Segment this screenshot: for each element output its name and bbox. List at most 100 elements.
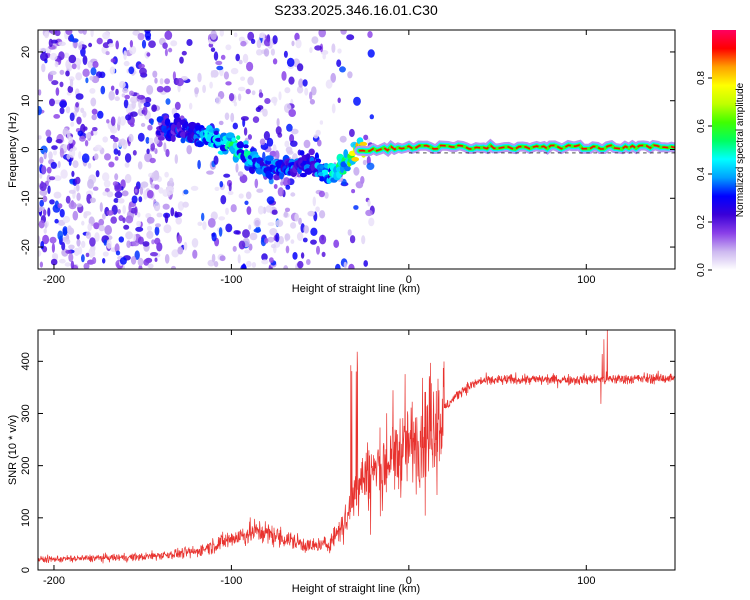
spectrogram-cell [59, 107, 65, 115]
spectrogram-cell [100, 85, 106, 95]
spectrogram-cell [118, 236, 125, 243]
spectrogram-cell [233, 101, 238, 107]
spectrogram-cell [146, 189, 154, 199]
spectrogram-cell [171, 249, 179, 258]
spectrogram-cell [110, 126, 118, 134]
signal-cell [351, 157, 360, 162]
spectrogram-cell [38, 135, 42, 140]
spectrogram-cell [138, 264, 143, 269]
spectrogram-cell [47, 207, 51, 217]
spectrogram-cell [81, 153, 90, 163]
spectrogram-cell [61, 242, 66, 251]
spectrogram-cell [102, 251, 109, 257]
spectrogram-cell [146, 230, 154, 239]
spectrogram-cell [123, 224, 130, 230]
spectrogram-cell [235, 53, 240, 62]
spectrogram-cell [63, 52, 70, 59]
spectrogram-cell [169, 177, 174, 184]
spectrogram-cell [257, 205, 264, 215]
spectrogram-cell [319, 234, 327, 245]
spectrogram-cell [158, 187, 164, 194]
spectrogram-cell [284, 87, 291, 94]
spectrogram-cell [75, 102, 79, 108]
spectrogram-cell [82, 68, 90, 78]
spectrogram-cell [211, 232, 217, 242]
spectrogram-cell [137, 132, 145, 142]
spectrogram-cell [143, 189, 148, 200]
spectrogram-cell [353, 205, 359, 210]
spectrogram-cell [65, 70, 70, 77]
spectrogram-cell [298, 217, 302, 225]
spectrogram-cell [182, 201, 189, 208]
spectrogram-cell [233, 230, 240, 235]
spectrogram-cell [119, 80, 126, 89]
spectrogram-cell [72, 210, 79, 221]
spectrogram-cell [140, 181, 149, 188]
spectrogram-cell [125, 231, 133, 240]
spectrogram-cell [369, 114, 374, 120]
spectrogram-cell [284, 233, 291, 241]
signal-cell [195, 141, 205, 148]
spectrogram-cell [302, 237, 308, 243]
spectrogram-cell [202, 221, 207, 231]
signal-cell [259, 159, 264, 166]
spectrogram-cell [47, 185, 51, 194]
spectrogram-cell [213, 155, 219, 165]
snr-x-tick-label: -100 [220, 575, 242, 587]
spectrogram-cell [210, 47, 216, 52]
spectrogram-cell [290, 140, 298, 147]
spectrogram-cell [263, 38, 272, 47]
colorbar-tick-label: 0.8 [696, 71, 707, 85]
spectrogram-cell [228, 182, 232, 192]
spectrogram-cells [38, 30, 375, 269]
spectrogram-cell [319, 120, 324, 125]
spectrogram-cell [89, 197, 96, 203]
spectrogram-cell [92, 257, 97, 264]
spectrogram-cell [164, 78, 171, 85]
spectrogram-cell [91, 108, 98, 115]
spectrogram-cell [125, 114, 132, 121]
snr-y-tick-label: 200 [20, 456, 32, 474]
spectrogram-cell [137, 32, 145, 41]
spectrogram-cell [138, 63, 145, 69]
spectrogram-cell [246, 206, 252, 215]
spectrogram-cell [219, 30, 224, 37]
spectrogram-cell [150, 142, 155, 151]
spectrogram-cell [367, 31, 373, 38]
spectrogram-cell [310, 239, 317, 245]
spectrogram-cell [129, 45, 137, 55]
spectrogram-cell [74, 176, 81, 185]
spectrogram-cell [290, 192, 296, 197]
spectrogram-cell [71, 63, 77, 70]
spectrogram-cell [266, 196, 275, 205]
spectrogram-cell [97, 110, 104, 119]
spectrogram-cell [98, 224, 106, 232]
spectrogram-cell [172, 71, 176, 81]
spectrogram-cell [68, 201, 77, 210]
spectrogram-cell [41, 165, 47, 175]
spectrogram-signal-trace [155, 112, 675, 184]
signal-cell [319, 176, 325, 182]
spectrogram-cell [91, 75, 100, 84]
spectrogram-cell [318, 190, 325, 198]
spectrogram-cell [94, 232, 100, 242]
spectrogram-cell [258, 92, 264, 98]
signal-cell [156, 116, 164, 123]
spectrogram-x-tick-label: -200 [43, 274, 65, 286]
spectrogram-cell [238, 36, 245, 42]
spectrogram-cell [138, 196, 143, 203]
spectrogram-cell [210, 70, 214, 78]
spectrogram-cell [320, 50, 329, 55]
signal-cell [315, 158, 322, 164]
spectrogram-cell [67, 225, 72, 235]
spectrogram-cell [209, 81, 213, 89]
spectrogram-cell [102, 31, 110, 40]
spectrogram-cell [245, 191, 252, 200]
spectrogram-cell [62, 228, 68, 236]
snr-series-line [38, 330, 675, 564]
signal-cell [359, 141, 368, 147]
spectrogram-x-tick-label: -100 [220, 274, 242, 286]
spectrogram-cell [174, 101, 181, 110]
spectrogram-cell [110, 216, 117, 224]
